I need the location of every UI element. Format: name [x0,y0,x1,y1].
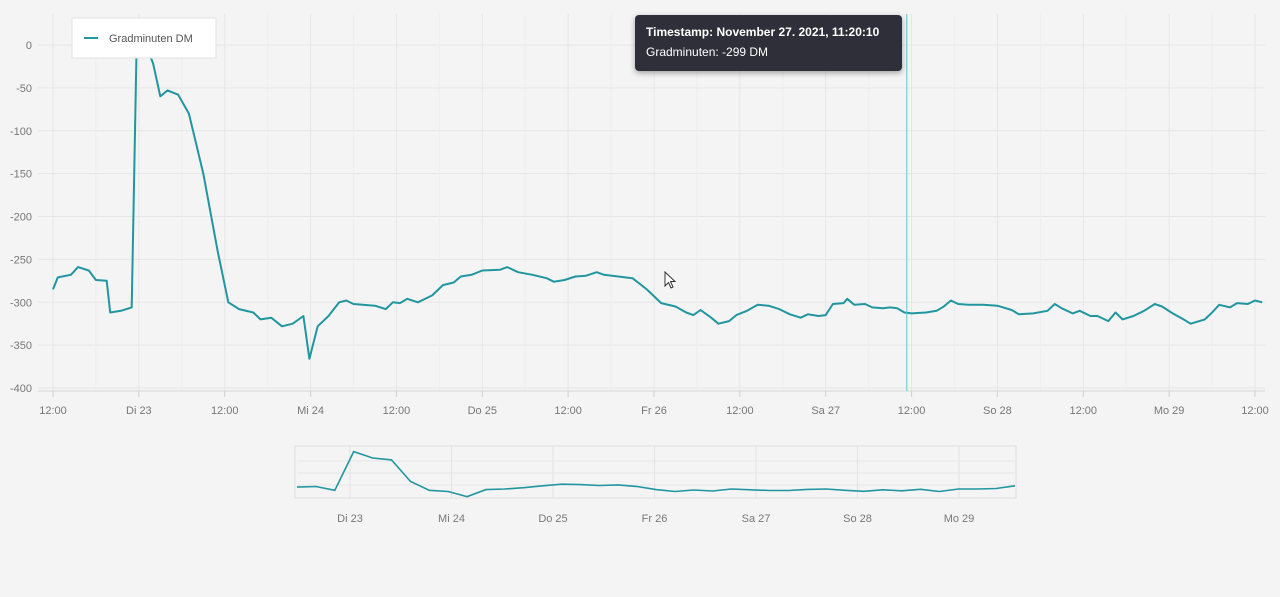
y-tick-label: -50 [16,83,32,95]
x-tick-label: Fr 26 [641,405,667,417]
navigator-x-tick-label: Do 25 [538,513,567,525]
tooltip-value: Gradminuten: -299 DM [646,45,769,59]
x-tick-label: 12:00 [898,405,926,417]
legend-label: Gradminuten DM [109,33,193,45]
navigator-chart[interactable]: Di 23 Mi 24 Do 25 Fr 26 Sa 27 So 28 Mo 29 [294,445,1017,525]
x-tick-label: 12:00 [383,405,411,417]
tooltip-title: Timestamp: November 27. 2021, 11:20:10 [646,25,880,39]
legend[interactable]: Gradminuten DM [71,17,217,59]
x-tick-label: Di 23 [126,405,152,417]
x-tick-label: Mo 29 [1154,405,1185,417]
navigator-x-tick-label: So 28 [843,513,872,525]
x-tick-label: Sa 27 [811,405,840,417]
y-tick-label: -200 [10,212,32,224]
y-tick-label: -400 [10,383,32,395]
main-chart-x-axis: 12:00 Di 23 12:00 Mi 24 12:00 Do 25 12:00 Fr 26… [38,390,1269,417]
navigator-x-tick-label: Fr 26 [642,513,668,525]
x-tick-label: 12:00 [726,405,754,417]
y-tick-label: -250 [10,254,32,266]
y-tick-label: -300 [10,297,32,309]
navigator-x-tick-label: Mo 29 [944,513,975,525]
x-tick-label: 12:00 [554,405,582,417]
x-tick-label: 12:00 [1241,405,1269,417]
y-tick-label: -100 [10,126,32,138]
x-tick-label: Mi 24 [297,405,324,417]
navigator-series-line [296,450,1016,498]
main-chart-y-axis: 0 -50 -100 -150 -200 -250 -300 -350 -400 [10,40,32,395]
navigator-x-tick-label: Di 23 [337,513,363,525]
series-line-gradminuten [52,46,1263,360]
main-chart-grid [38,14,1265,391]
tooltip: Timestamp: November 27. 2021, 11:20:10 G… [635,15,902,71]
navigator-x-tick-label: Mi 24 [438,513,465,525]
y-tick-label: 0 [26,40,32,52]
x-tick-label: So 28 [983,405,1012,417]
mouse-pointer-icon [664,271,677,289]
x-tick-label: Do 25 [468,405,497,417]
navigator-x-axis: Di 23 Mi 24 Do 25 Fr 26 Sa 27 So 28 Mo 29 [337,513,974,525]
navigator-x-tick-label: Sa 27 [742,513,771,525]
y-tick-label: -350 [10,340,32,352]
x-tick-label: 12:00 [1070,405,1098,417]
x-tick-label: 12:00 [211,405,239,417]
y-tick-label: -150 [10,169,32,181]
x-tick-label: 12:00 [39,405,67,417]
